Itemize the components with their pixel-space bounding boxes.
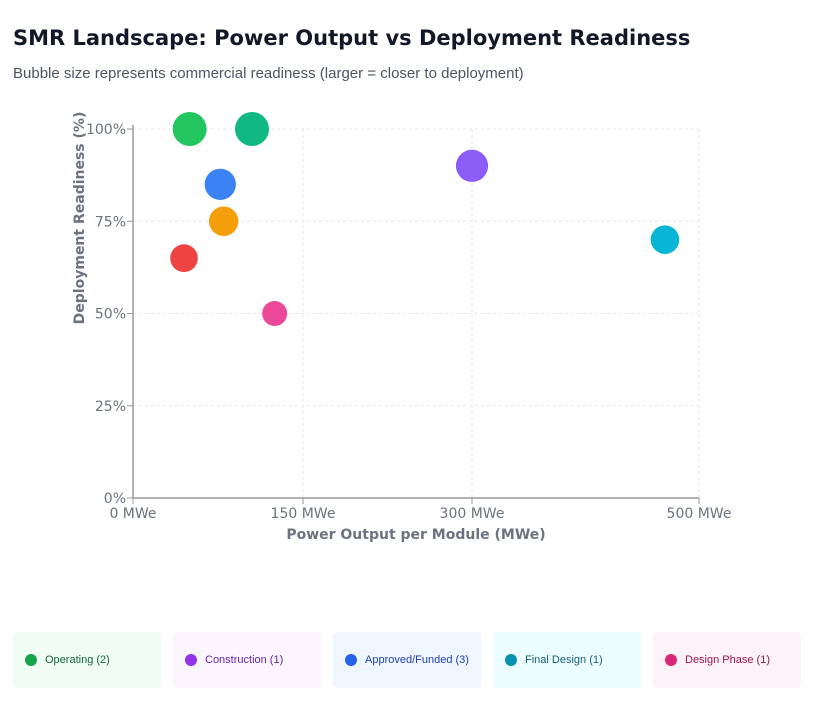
- x-tick-label: 500 MWe: [667, 506, 732, 522]
- legend-item: Design Phase (1): [653, 632, 801, 688]
- chart-subtitle: Bubble size represents commercial readin…: [13, 65, 524, 82]
- legend-label: Design Phase (1): [685, 654, 770, 666]
- y-tick-label: 100%: [86, 122, 126, 138]
- legend-item: Approved/Funded (3): [333, 632, 481, 688]
- legend-label: Approved/Funded (3): [365, 654, 469, 666]
- legend-item: Final Design (1): [493, 632, 641, 688]
- y-tick-label: 75%: [95, 214, 126, 230]
- x-tick-label: 150 MWe: [271, 506, 336, 522]
- x-axis-label: Power Output per Module (MWe): [286, 527, 545, 543]
- bubble: [650, 225, 680, 254]
- legend-label: Construction (1): [205, 654, 284, 666]
- legend-label: Final Design (1): [525, 654, 603, 666]
- y-tick-label: 50%: [95, 307, 126, 323]
- bubble: [455, 149, 489, 182]
- legend-dot-icon: [25, 654, 37, 666]
- y-axis-label: Deployment Readiness (%): [72, 112, 88, 325]
- bubble: [170, 244, 198, 272]
- x-tick-label: 0 MWe: [109, 506, 156, 522]
- bubble: [172, 112, 207, 146]
- legend-dot-icon: [345, 654, 357, 666]
- bubble: [262, 301, 288, 326]
- y-tick-label: 25%: [95, 399, 126, 415]
- legend-item: Operating (2): [13, 632, 161, 688]
- bubble: [204, 168, 236, 201]
- y-tick-label: 0%: [104, 491, 126, 507]
- legend-item: Construction (1): [173, 632, 321, 688]
- x-tick-label: 300 MWe: [440, 506, 505, 522]
- scatter-chart: 0% 25% 50% 75% 100% 0 MWe 150 MWe 300 MWe 500 MW…: [72, 112, 732, 543]
- chart-title: SMR Landscape: Power Output vs Deploymen…: [13, 26, 691, 50]
- bubble: [208, 206, 239, 236]
- legend-dot-icon: [665, 654, 677, 666]
- legend: Operating (2) Construction (1) Approved/Fu…: [13, 632, 801, 688]
- legend-label: Operating (2): [45, 654, 110, 666]
- legend-dot-icon: [505, 654, 517, 666]
- bubble: [235, 112, 269, 146]
- legend-dot-icon: [185, 654, 197, 666]
